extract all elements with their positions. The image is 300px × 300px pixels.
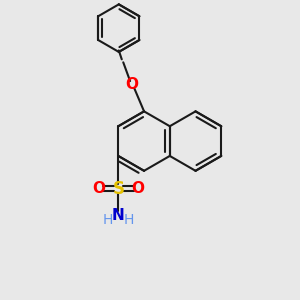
Text: H: H <box>124 213 134 227</box>
Text: O: O <box>131 181 144 196</box>
Text: O: O <box>92 181 106 196</box>
Text: H: H <box>103 213 113 227</box>
Text: S: S <box>112 180 124 198</box>
Text: N: N <box>112 208 125 223</box>
Text: O: O <box>126 77 139 92</box>
